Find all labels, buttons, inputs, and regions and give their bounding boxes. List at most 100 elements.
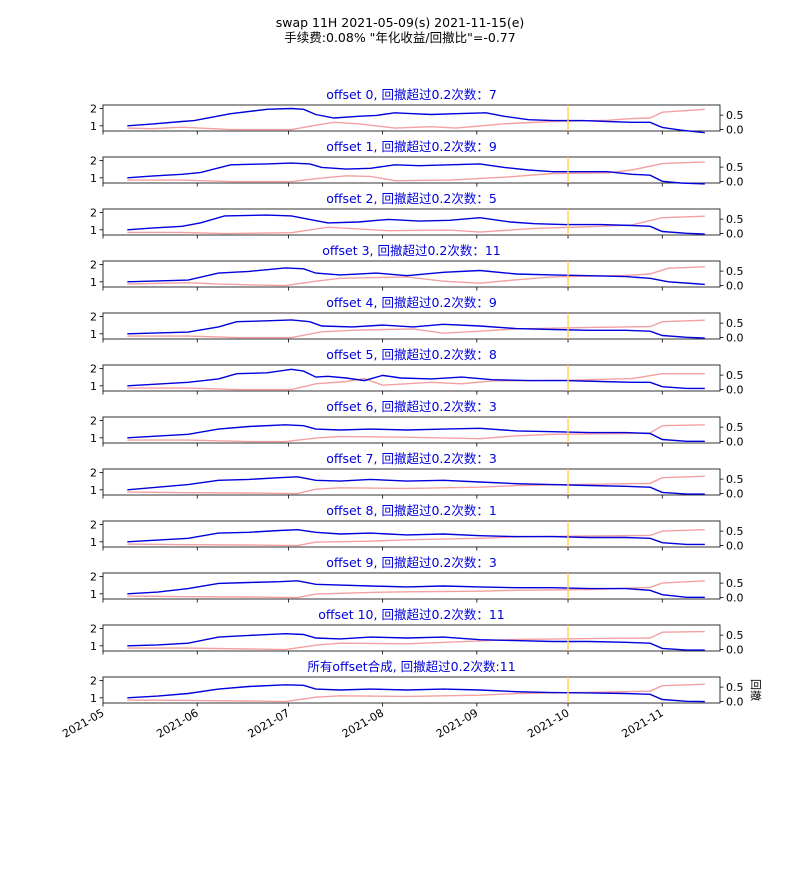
drawdown-line bbox=[127, 266, 705, 287]
axes-frame bbox=[102, 156, 721, 184]
left-tick-label: 2 bbox=[90, 154, 97, 167]
drawdown-line bbox=[127, 580, 705, 599]
x-tick-label: 2021-10 bbox=[525, 706, 571, 740]
panel-title: offset 10, 回撤超过0.2次数：11 bbox=[318, 607, 504, 622]
left-tick-label: 2 bbox=[90, 674, 97, 687]
panel-title: offset 0, 回撤超过0.2次数：7 bbox=[326, 87, 497, 102]
left-tick-label: 1 bbox=[90, 484, 97, 497]
left-tick-label: 1 bbox=[90, 328, 97, 341]
panel-title: offset 9, 回撤超过0.2次数：3 bbox=[326, 555, 497, 570]
equity-line bbox=[127, 214, 705, 235]
left-tick-label: 2 bbox=[90, 102, 97, 115]
right-tick-label: 0.0 bbox=[726, 228, 744, 241]
drawdown-line bbox=[127, 373, 705, 391]
axes-frame bbox=[102, 312, 721, 340]
drawdown-line bbox=[127, 475, 705, 495]
left-tick-label: 2 bbox=[90, 310, 97, 323]
axes-frame bbox=[102, 208, 721, 236]
axes-frame bbox=[102, 104, 721, 132]
right-axis-label: 回撤 bbox=[749, 679, 763, 701]
left-tick-label: 2 bbox=[90, 362, 97, 375]
right-tick-label: 0.0 bbox=[726, 488, 744, 501]
left-tick-label: 2 bbox=[90, 622, 97, 635]
x-tick-label: 2021-06 bbox=[154, 706, 200, 740]
right-tick-label: 0.5 bbox=[726, 369, 744, 382]
right-tick-label: 0.0 bbox=[726, 124, 744, 137]
right-tick-label: 0.0 bbox=[726, 384, 744, 397]
x-tick-label: 2021-11 bbox=[619, 706, 665, 740]
axes-frame bbox=[102, 624, 721, 652]
right-tick-label: 0.5 bbox=[726, 681, 744, 694]
suptitle-line-2: 手续费:0.08% "年化收益/回撤比"=-0.77 bbox=[284, 30, 516, 45]
right-tick-label: 0.0 bbox=[726, 280, 744, 293]
left-tick-label: 1 bbox=[90, 536, 97, 549]
right-tick-label: 0.0 bbox=[726, 332, 744, 345]
equity-line bbox=[127, 319, 705, 339]
panel-title: 所有offset合成, 回撤超过0.2次数:11 bbox=[307, 659, 515, 674]
panel-title: offset 1, 回撤超过0.2次数：9 bbox=[326, 139, 497, 154]
right-tick-label: 0.0 bbox=[726, 644, 744, 657]
drawdown-line bbox=[127, 161, 705, 183]
panel-title: offset 2, 回撤超过0.2次数：5 bbox=[326, 191, 497, 206]
drawdown-line bbox=[127, 630, 705, 651]
x-tick-label: 2021-05 bbox=[60, 706, 106, 740]
right-tick-label: 0.5 bbox=[726, 421, 744, 434]
left-tick-label: 2 bbox=[90, 518, 97, 531]
right-tick-label: 0.5 bbox=[726, 265, 744, 278]
left-tick-label: 1 bbox=[90, 120, 97, 133]
equity-line bbox=[127, 476, 705, 495]
axes-frame bbox=[102, 520, 721, 548]
equity-line bbox=[127, 368, 705, 390]
left-tick-label: 1 bbox=[90, 380, 97, 393]
panel-title: offset 7, 回撤超过0.2次数：3 bbox=[326, 451, 497, 466]
x-tick-label: 2021-08 bbox=[340, 706, 386, 740]
x-tick-label: 2021-07 bbox=[246, 706, 292, 740]
left-tick-label: 1 bbox=[90, 432, 97, 445]
drawdown-line bbox=[127, 319, 705, 339]
equity-line bbox=[127, 424, 705, 442]
axes-frame bbox=[102, 416, 721, 444]
right-tick-label: 0.5 bbox=[726, 213, 744, 226]
panel-title: offset 6, 回撤超过0.2次数：3 bbox=[326, 399, 497, 414]
left-tick-label: 1 bbox=[90, 640, 97, 653]
panel-title: offset 5, 回撤超过0.2次数：8 bbox=[326, 347, 497, 362]
panel-title: offset 8, 回撤超过0.2次数：1 bbox=[326, 503, 497, 518]
right-tick-label: 0.5 bbox=[726, 577, 744, 590]
right-tick-label: 0.0 bbox=[726, 176, 744, 189]
axes-frame bbox=[102, 260, 721, 288]
equity-line bbox=[127, 528, 705, 546]
drawdown-line bbox=[127, 683, 705, 703]
right-tick-label: 0.0 bbox=[726, 592, 744, 605]
axes-frame bbox=[102, 364, 721, 392]
axes-frame bbox=[102, 676, 721, 704]
right-tick-label: 0.5 bbox=[726, 109, 744, 122]
right-tick-label: 0.0 bbox=[726, 696, 744, 709]
suptitle-line-1: swap 11H 2021-05-09(s) 2021-11-15(e) bbox=[275, 15, 525, 30]
equity-line bbox=[127, 107, 705, 134]
panel-title: offset 3, 回撤超过0.2次数：11 bbox=[322, 243, 501, 258]
equity-line bbox=[127, 267, 705, 286]
right-tick-label: 0.5 bbox=[726, 473, 744, 486]
right-tick-label: 0.5 bbox=[726, 317, 744, 330]
equity-line bbox=[127, 684, 705, 703]
right-tick-label: 0.5 bbox=[726, 161, 744, 174]
left-tick-label: 2 bbox=[90, 570, 97, 583]
drawdown-line bbox=[127, 529, 705, 547]
left-tick-label: 2 bbox=[90, 258, 97, 271]
equity-line bbox=[127, 162, 705, 185]
axes-frame bbox=[102, 572, 721, 600]
panel-title: offset 4, 回撤超过0.2次数：9 bbox=[326, 295, 497, 310]
left-tick-label: 2 bbox=[90, 466, 97, 479]
left-tick-label: 1 bbox=[90, 588, 97, 601]
drawdown-line bbox=[127, 108, 705, 131]
left-tick-label: 1 bbox=[90, 224, 97, 237]
equity-line bbox=[127, 632, 705, 651]
left-tick-label: 2 bbox=[90, 206, 97, 219]
right-tick-label: 0.5 bbox=[726, 629, 744, 642]
right-tick-label: 0.0 bbox=[726, 436, 744, 449]
left-tick-label: 2 bbox=[90, 414, 97, 427]
left-tick-label: 1 bbox=[90, 692, 97, 705]
left-tick-label: 1 bbox=[90, 276, 97, 289]
equity-line bbox=[127, 580, 705, 598]
x-tick-label: 2021-09 bbox=[434, 706, 480, 740]
